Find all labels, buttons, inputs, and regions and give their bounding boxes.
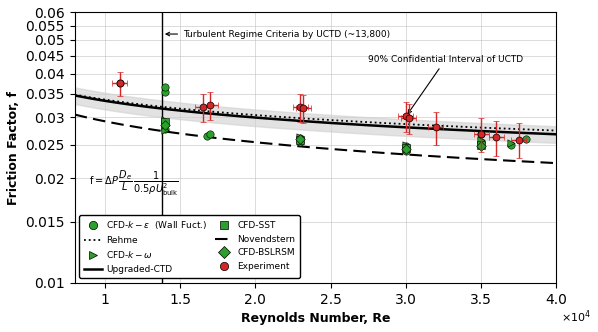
Point	[476, 139, 486, 144]
Point	[160, 126, 170, 131]
Text: Turbulent Regime Criteria by UCTD (~13,800): Turbulent Regime Criteria by UCTD (~13,8…	[166, 30, 390, 39]
Point	[401, 147, 411, 152]
Y-axis label: Friction Factor, f: Friction Factor, f	[7, 91, 20, 205]
Point	[476, 137, 486, 142]
Point	[401, 143, 411, 148]
Point	[160, 85, 170, 90]
Point	[507, 142, 516, 147]
Text: 90% Confidential Interval of UCTD: 90% Confidential Interval of UCTD	[368, 55, 523, 114]
Point	[521, 136, 531, 141]
Point	[160, 122, 170, 127]
Point	[160, 117, 170, 122]
Point	[160, 89, 170, 94]
Point	[160, 127, 170, 133]
Legend: CFD-$k-\epsilon$  (Wall Fuct.), Rehme, CFD-$k-\omega$, Upgraded-CTD, CFD-SST, No: CFD-$k-\epsilon$ (Wall Fuct.), Rehme, CF…	[80, 215, 300, 278]
Point	[476, 143, 486, 148]
Point	[160, 120, 170, 125]
Point	[202, 133, 212, 138]
Point	[401, 142, 411, 147]
Text: $\times10^4$: $\times10^4$	[561, 308, 591, 325]
Point	[115, 81, 124, 86]
Point	[295, 136, 305, 141]
Point	[401, 148, 411, 153]
Point	[205, 131, 215, 137]
Point	[295, 135, 305, 140]
Text: $\mathrm{f} = \Delta P\,\dfrac{D_e}{L}\,\dfrac{1}{0.5\rho U^2_{\mathrm{bulk}}}$: $\mathrm{f} = \Delta P\,\dfrac{D_e}{L}\,…	[89, 168, 179, 198]
Point	[476, 131, 486, 137]
Point	[507, 141, 516, 146]
Point	[476, 142, 486, 147]
Point	[295, 135, 305, 141]
Point	[160, 122, 170, 127]
Point	[401, 145, 411, 150]
Point	[295, 139, 305, 144]
X-axis label: Reynolds Number, Re: Reynolds Number, Re	[241, 312, 390, 325]
Point	[295, 137, 305, 142]
